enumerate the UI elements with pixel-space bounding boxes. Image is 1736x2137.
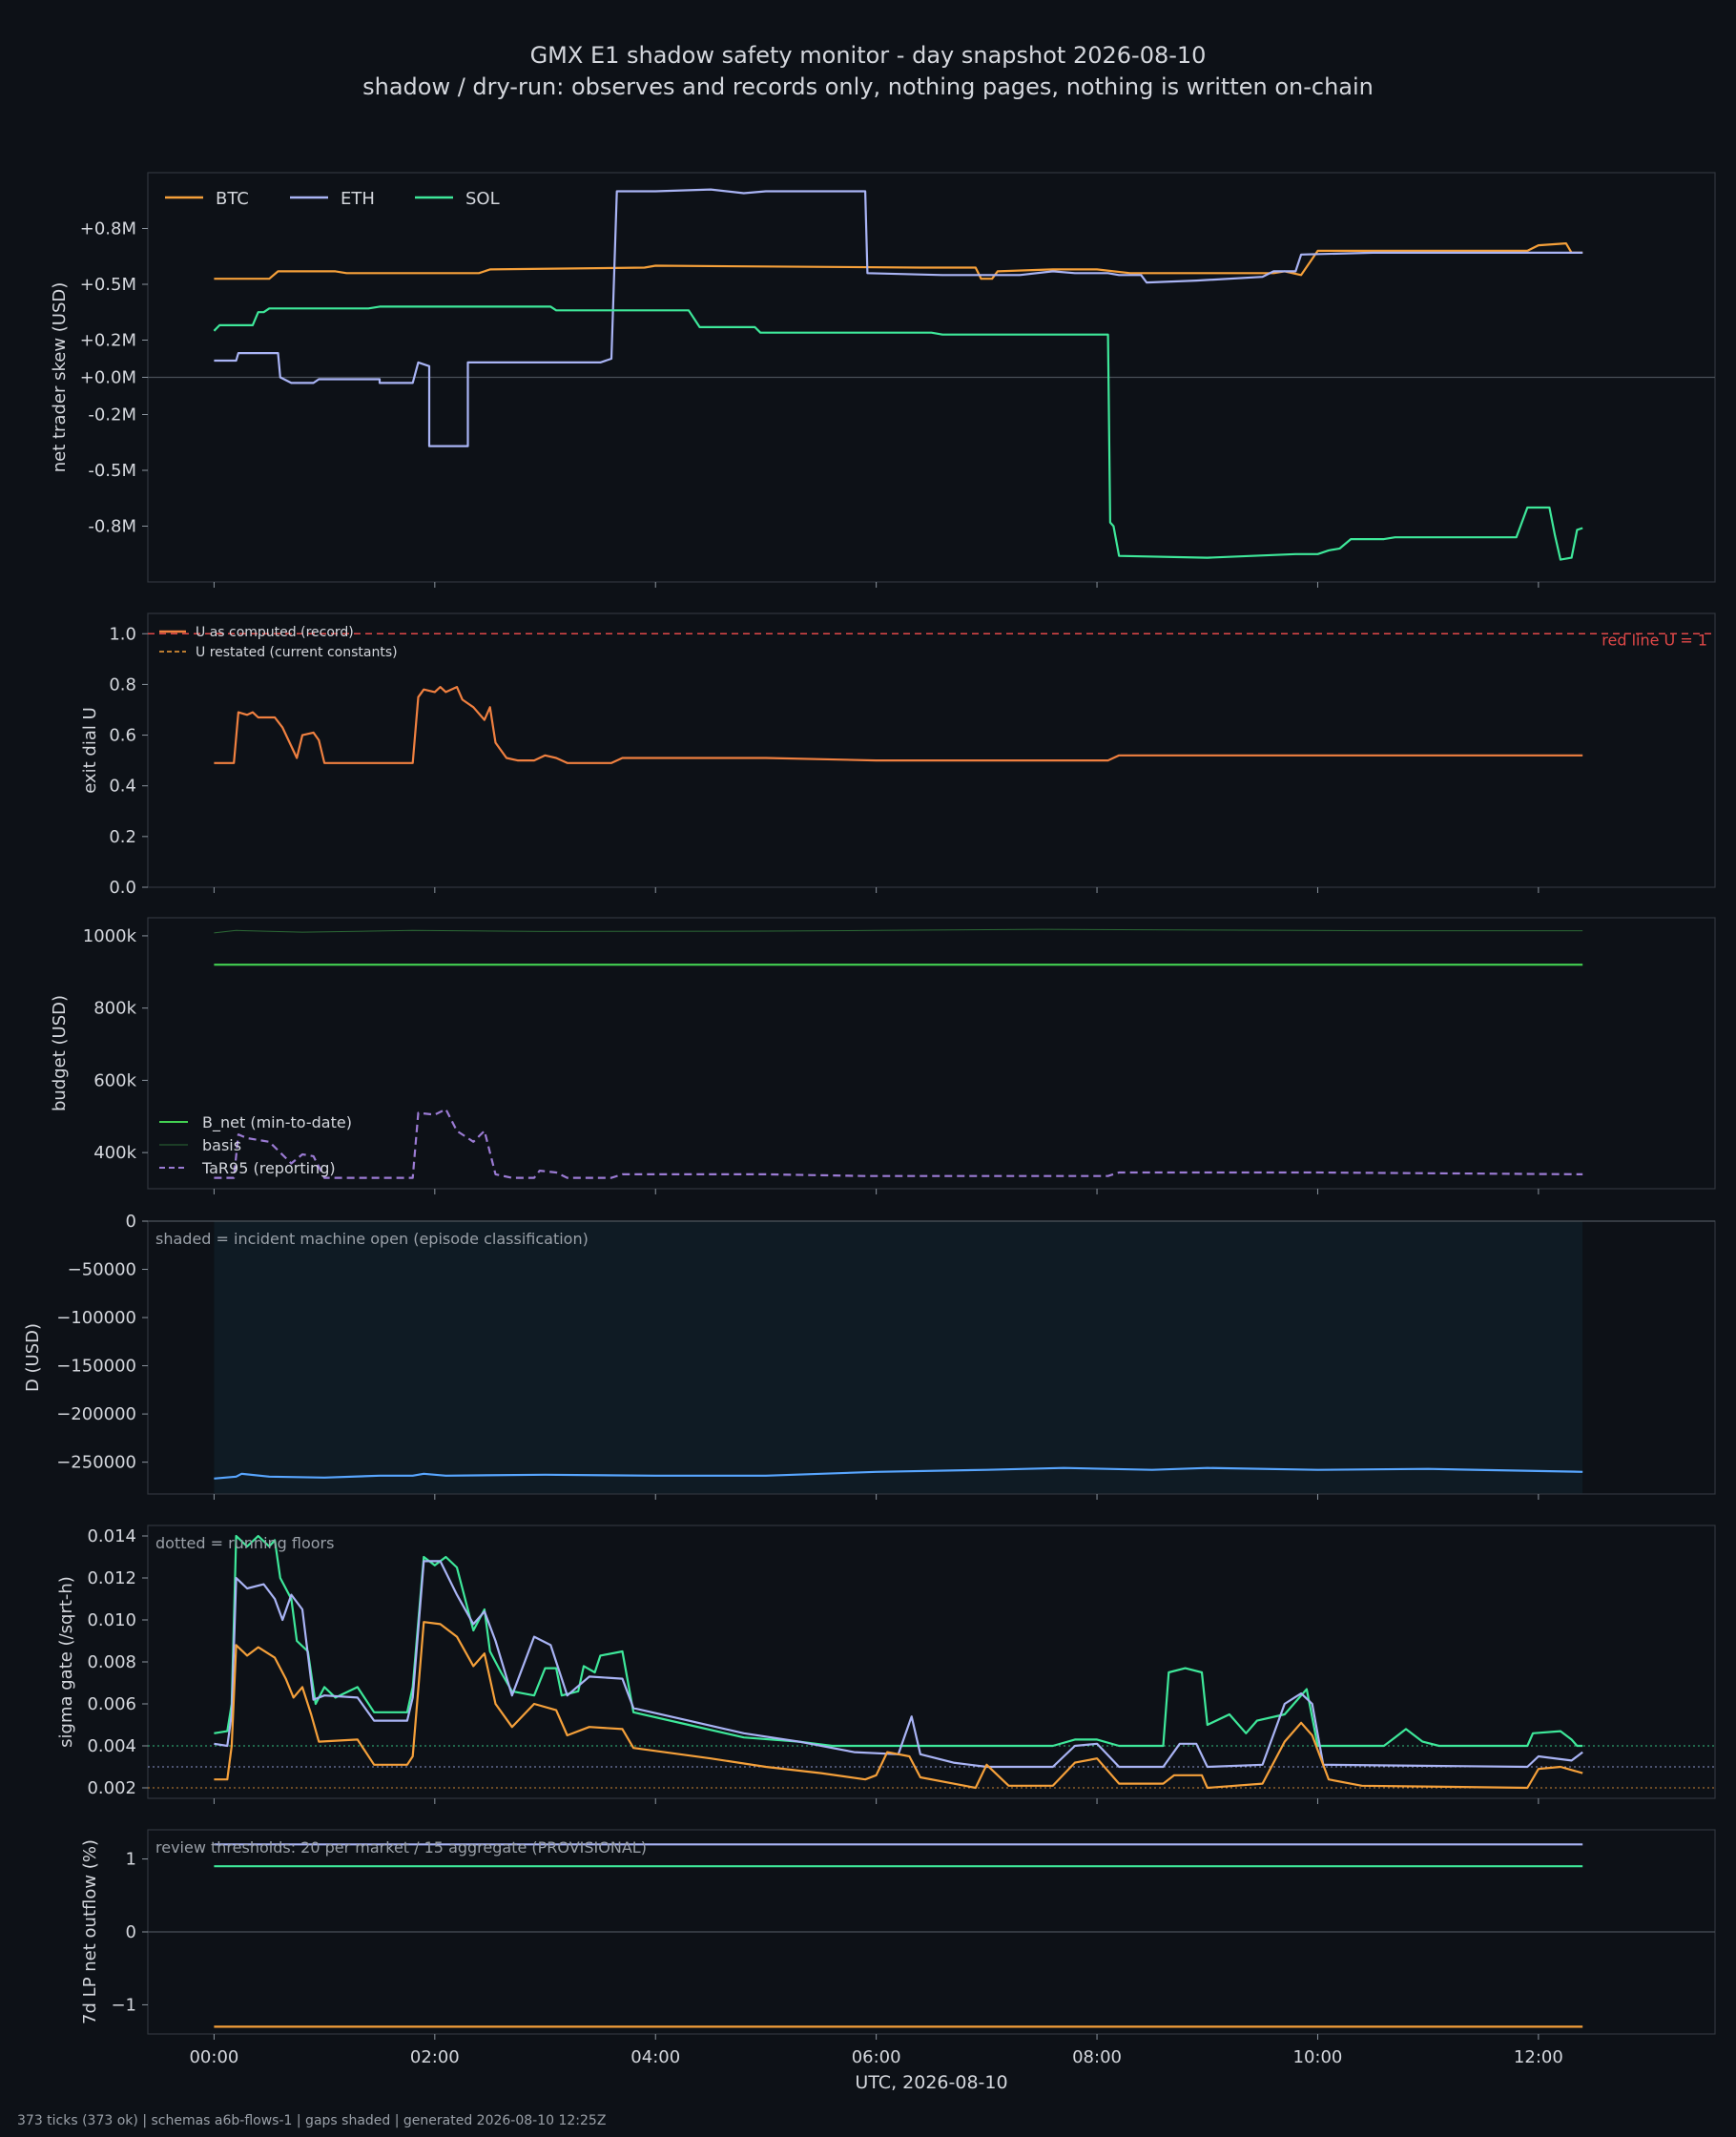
legend-label: ETH [341,189,375,209]
title-line-2: shadow / dry-run: observes and records o… [362,73,1374,100]
y-tick-label: +0.8M [80,219,136,239]
y-tick-label: 400k [93,1143,136,1163]
series-btc [214,1621,1583,1790]
panel-note: review thresholds: 20 per market / 15 ag… [155,1838,647,1857]
y-tick-label: 0.008 [87,1652,136,1672]
shaded-region [214,1221,1583,1494]
x-tick-label: 08:00 [1072,2047,1122,2067]
y-tick-label: −150000 [56,1357,136,1377]
y-tick-label: -0.2M [88,405,136,425]
y-tick-label: +0.2M [80,331,136,351]
series-sol [213,305,1583,561]
legend-label: basis [202,1136,241,1154]
x-tick-label: 04:00 [630,2047,680,2067]
panel-note: dotted = running floors [155,1534,334,1552]
y-tick-label: 0.002 [87,1778,136,1798]
x-tick-label: 06:00 [852,2047,901,2067]
y-tick-label: 0.014 [87,1526,136,1546]
y-tick-label: 0.004 [87,1736,136,1756]
y-tick-label: 1.0 [109,624,136,644]
legend-label: B_net (min-to-date) [202,1113,352,1132]
panel-outflow: −1 0 1 00:00 02:00 04:00 06:00 08:00 10:00 12:00 7… [80,1829,1716,2093]
panel-budget: 400k 600k 800k 1000k budget (USD) B_net (min-… [50,917,1716,1194]
y-tick-label: 0.4 [109,777,136,797]
panel-skew: -0.8M -0.5M -0.2M +0.0M +0.2M +0.5M +0.8M net t… [50,172,1716,588]
y-tick-label: 0 [126,1922,136,1942]
panel-D: 0 −50000 −100000 −150000 −200000 −250000 D (US… [23,1212,1716,1500]
legend-label: TaR95 (reporting) [201,1159,336,1177]
y-tick-label: 0.8 [109,674,136,695]
y-tick-label: −50000 [68,1260,136,1280]
panel-note: shaded = incident machine open (episode … [155,1230,589,1248]
y-tick-label: 1000k [83,926,137,946]
y-tick-label: 0.0 [109,878,136,898]
y-tick-label: −250000 [56,1453,136,1473]
axes-frame [147,612,1716,888]
x-tick-label: 12:00 [1514,2047,1563,2067]
y-tick-label: 0.006 [87,1694,136,1714]
x-tick-label: 00:00 [189,2047,238,2067]
y-tick-label: -0.8M [88,517,136,537]
y-tick-label: −200000 [56,1404,136,1424]
y-axis-label: D (USD) [23,1323,43,1392]
legend-label: SOL [465,189,500,209]
series-eth [214,188,1583,447]
y-tick-label: 0 [126,1212,136,1232]
y-axis-label: net trader skew (USD) [50,282,70,473]
y-axis-label: budget (USD) [50,995,70,1111]
red-line-label: red line U = 1 [1602,631,1707,649]
y-tick-label: 0.012 [87,1568,136,1588]
series-u-as-computed-record- [214,686,1583,764]
y-tick-label: 1 [126,1850,136,1870]
y-tick-label: 0.6 [109,726,136,746]
y-axis-label: sigma gate (/sqrt-h) [56,1576,76,1748]
legend-label: U as computed (record) [196,625,354,640]
panel-sigma: 0.002 0.004 0.006 0.008 0.010 0.012 0.014 sigma… [56,1525,1716,1804]
y-axis-label: 7d LP net outflow (%) [80,1839,100,2024]
legend-label: U restated (current constants) [196,645,398,660]
series-tar95-reporting- [214,1108,1583,1179]
x-tick-label: 02:00 [410,2047,460,2067]
y-tick-label: 0.010 [87,1610,136,1630]
legend-label: BTC [216,189,249,209]
series-sol [214,1534,1583,1748]
panel-exit: 0.0 0.2 0.4 0.6 0.8 1.0 exit dial U red line U … [80,612,1716,898]
axes-frame [147,917,1716,1190]
y-tick-label: +0.0M [80,368,136,388]
y-tick-label: 600k [93,1070,136,1090]
title-line-1: GMX E1 shadow safety monitor - day snaps… [529,42,1207,69]
footer-status: 373 ticks (373 ok) | schemas a6b-flows-1… [17,2113,607,2128]
series-d [214,1466,1583,1480]
x-axis-label: UTC, 2026-08-10 [855,2072,1007,2093]
y-tick-label: +0.5M [80,275,136,295]
y-tick-label: −1 [111,1995,136,2015]
y-tick-label: 800k [93,999,136,1019]
series-basis [214,928,1583,934]
y-tick-label: 0.2 [109,827,136,847]
y-tick-label: −100000 [56,1308,136,1328]
chart-title: GMX E1 shadow safety monitor - day snaps… [0,40,1736,103]
y-axis-label: exit dial U [80,707,100,794]
y-tick-label: -0.5M [88,461,136,481]
series-eth [214,1560,1583,1769]
x-tick-label: 10:00 [1293,2047,1343,2067]
